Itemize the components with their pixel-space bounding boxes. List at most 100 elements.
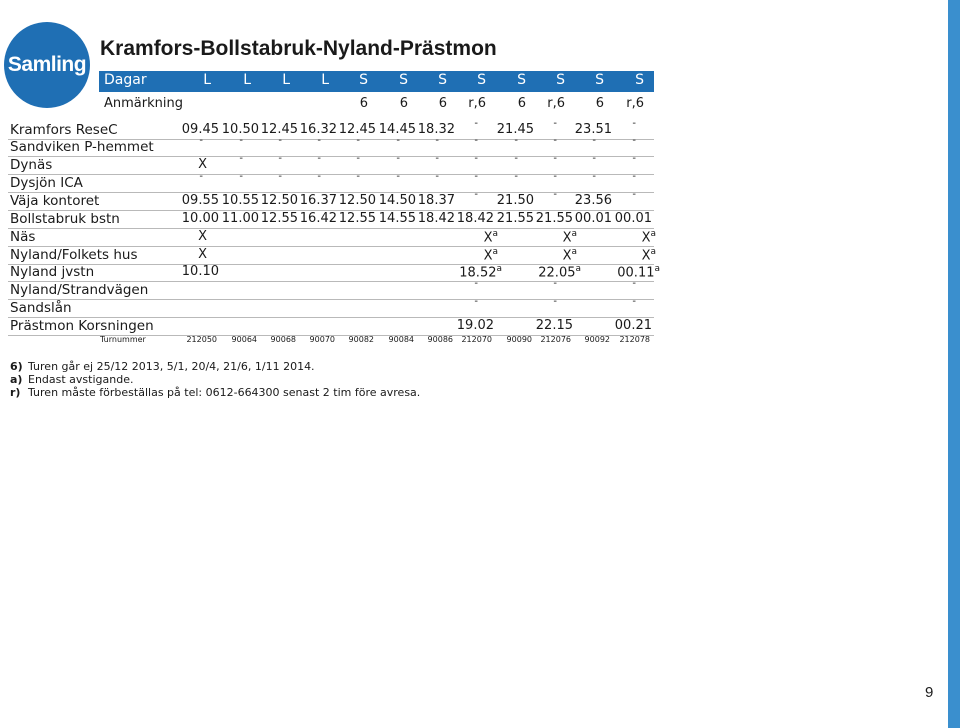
time-value: 16.37 — [299, 193, 337, 208]
departure-time: 12.55 — [339, 211, 376, 226]
day-code: S — [399, 72, 408, 88]
time-value: - — [474, 171, 478, 182]
departure-time: 12.45 — [339, 122, 376, 137]
departure-time: - — [514, 135, 518, 146]
footnote: 6) Turen går ej 25/12 2013, 5/1, 20/4, 21… — [10, 360, 315, 373]
time-value: - — [199, 135, 203, 146]
row-divider — [8, 228, 654, 229]
time-value: X — [198, 157, 207, 172]
departure-time: - — [592, 135, 596, 146]
time-value: - — [632, 153, 636, 164]
departure-time: - — [553, 153, 557, 164]
departure-time: - — [553, 189, 557, 200]
departure-time: 14.50 — [379, 193, 416, 208]
departure-time: - — [356, 135, 360, 146]
day-code: L — [243, 72, 251, 88]
trip-number: 212076 — [540, 335, 571, 344]
time-value: - — [514, 153, 518, 164]
time-value: - — [278, 153, 282, 164]
trip-number: 90086 — [427, 335, 453, 344]
departure-time: 09.45 — [182, 122, 219, 137]
stop-name: Kramfors ReseC — [10, 122, 118, 138]
remark: 6 — [359, 96, 368, 111]
time-value: - — [514, 171, 518, 182]
departure-time: 21.45 — [497, 122, 534, 137]
departure-time: 19.02 — [457, 318, 494, 333]
departure-time: 21.50 — [497, 193, 534, 208]
time-value: 00.01 — [574, 211, 612, 226]
time-value: - — [474, 135, 478, 146]
stop-name: Nyland/Strandvägen — [10, 282, 149, 298]
departure-time: Xa — [642, 229, 656, 245]
remark: r,6 — [468, 96, 486, 111]
departure-time: 00.21 — [615, 318, 652, 333]
departure-time: - — [239, 135, 243, 146]
row-divider — [8, 156, 654, 157]
departure-time: - — [396, 153, 400, 164]
time-value: 09.55 — [181, 193, 219, 208]
stop-name: Näs — [10, 229, 36, 245]
time-value: 18.37 — [417, 193, 455, 208]
time-value: 21.50 — [496, 193, 534, 208]
time-value: X — [562, 248, 572, 264]
time-value: - — [592, 153, 596, 164]
trip-number: 90092 — [584, 335, 610, 344]
departure-time: - — [199, 135, 203, 146]
departure-time: - — [632, 135, 636, 146]
departure-time: - — [632, 189, 636, 200]
departure-time: 12.45 — [261, 122, 298, 137]
time-value: 22.05 — [538, 265, 576, 281]
departure-time: 12.50 — [339, 193, 376, 208]
time-value: - — [435, 171, 439, 182]
time-value: 14.50 — [378, 193, 416, 208]
time-value: 12.55 — [338, 211, 376, 226]
time-value: 19.02 — [456, 318, 494, 333]
stop-name: Prästmon Korsningen — [10, 318, 154, 334]
time-value: 18.42 — [417, 211, 455, 226]
time-value: 18.32 — [417, 122, 455, 137]
day-code: S — [438, 72, 447, 88]
side-accent-bar — [948, 0, 960, 728]
departure-time: - — [474, 118, 478, 129]
departure-time: - — [632, 296, 636, 307]
time-value: - — [553, 135, 557, 146]
time-value: - — [553, 118, 557, 129]
time-value: - — [592, 171, 596, 182]
departure-time: 00.01 — [615, 211, 652, 226]
stop-name: Sandviken P-hemmet — [10, 139, 154, 155]
departure-time: 22.05a — [538, 264, 581, 280]
time-value: - — [474, 278, 478, 289]
remark: r,6 — [626, 96, 644, 111]
departure-time: - — [435, 171, 439, 182]
departure-time: - — [474, 171, 478, 182]
row-divider — [8, 317, 654, 318]
day-code: S — [359, 72, 368, 88]
time-value: 10.10 — [181, 264, 219, 279]
time-value: - — [239, 153, 243, 164]
row-divider — [8, 174, 654, 175]
footnote-marker: a — [492, 229, 498, 239]
departure-time: X — [198, 157, 207, 172]
time-value: 23.51 — [574, 122, 612, 137]
day-code: S — [635, 72, 644, 88]
time-value: - — [553, 278, 557, 289]
day-code: S — [595, 72, 604, 88]
departure-time: 21.55 — [536, 211, 573, 226]
departure-time: 00.11a — [617, 264, 660, 280]
departure-time: - — [592, 171, 596, 182]
row-divider — [8, 210, 654, 211]
stop-name: Bollstabruk bstn — [10, 211, 120, 227]
departure-time: - — [396, 135, 400, 146]
departure-time: 09.55 — [182, 193, 219, 208]
departure-time: 14.45 — [379, 122, 416, 137]
row-divider — [8, 281, 654, 282]
day-code: S — [477, 72, 486, 88]
remark: r,6 — [547, 96, 565, 111]
time-value: 22.15 — [535, 318, 573, 333]
time-value: 00.01 — [614, 211, 652, 226]
time-value: - — [356, 135, 360, 146]
departure-time: Xa — [484, 229, 498, 245]
departure-time: - — [356, 153, 360, 164]
time-value: - — [553, 171, 557, 182]
time-value: X — [483, 248, 493, 264]
